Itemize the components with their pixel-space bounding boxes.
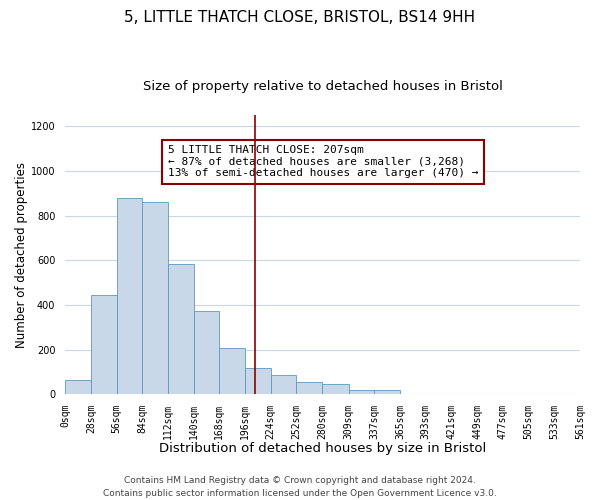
Bar — [374, 390, 400, 394]
Text: Contains HM Land Registry data © Crown copyright and database right 2024.
Contai: Contains HM Land Registry data © Crown c… — [103, 476, 497, 498]
X-axis label: Distribution of detached houses by size in Bristol: Distribution of detached houses by size … — [159, 442, 486, 455]
Bar — [349, 390, 374, 394]
Text: 5, LITTLE THATCH CLOSE, BRISTOL, BS14 9HH: 5, LITTLE THATCH CLOSE, BRISTOL, BS14 9H… — [124, 10, 476, 25]
Title: Size of property relative to detached houses in Bristol: Size of property relative to detached ho… — [143, 80, 502, 93]
Bar — [116, 198, 142, 394]
Bar — [245, 368, 271, 394]
Bar — [322, 384, 349, 394]
Bar — [142, 202, 168, 394]
Bar — [168, 264, 194, 394]
Y-axis label: Number of detached properties: Number of detached properties — [15, 162, 28, 348]
Bar — [296, 382, 322, 394]
Bar — [194, 310, 220, 394]
Bar — [220, 348, 245, 394]
Bar — [271, 374, 296, 394]
Bar — [65, 380, 91, 394]
Bar — [91, 296, 116, 394]
Text: 5 LITTLE THATCH CLOSE: 207sqm
← 87% of detached houses are smaller (3,268)
13% o: 5 LITTLE THATCH CLOSE: 207sqm ← 87% of d… — [168, 145, 478, 178]
